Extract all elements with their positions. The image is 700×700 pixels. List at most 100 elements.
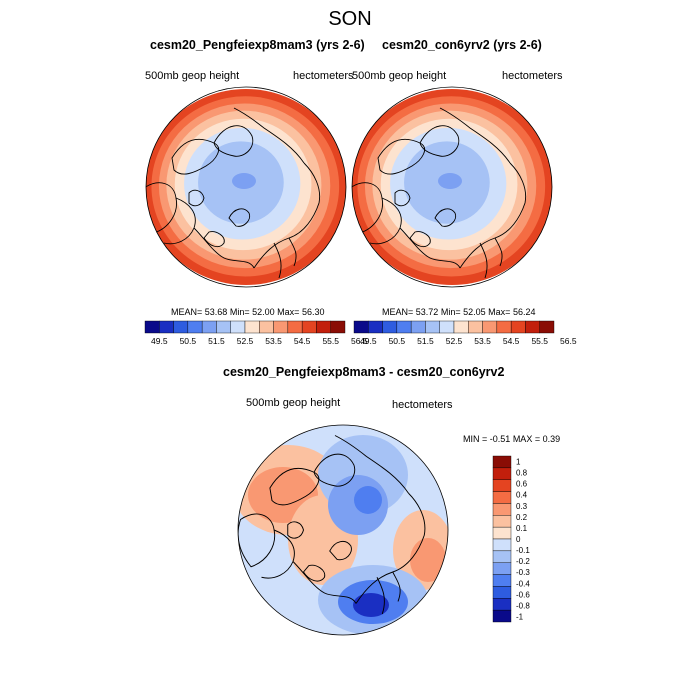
panel2-coast-4 (399, 227, 461, 269)
panel1-colorbar-tick-label: 50.5 (180, 336, 197, 346)
panel1-mean-label: MEAN= (171, 307, 203, 317)
panel1-colorbar-tick-label: 53.5 (265, 336, 282, 346)
diff-colorbar-tick-label: -0.3 (516, 568, 530, 577)
diff-colorbar-tick-label: 0.2 (516, 513, 528, 522)
panel1-min-value: 52.00 (252, 307, 275, 317)
diff-colorbar-tick-label: 0 (516, 535, 521, 544)
panel1-colorbar-cell-6 (230, 320, 246, 334)
panel2-max-value: 56.24 (512, 307, 536, 317)
panel1-coast-8 (203, 231, 225, 248)
diff-min-label: MIN = (463, 434, 488, 444)
panel2-title: cesm20_con6yrv2 (yrs 2-6) (382, 38, 542, 52)
panel1-colorbar-cell-7 (244, 320, 260, 334)
diff-colorbar-cell (492, 526, 512, 540)
diff-colorbar-cell (492, 538, 512, 552)
diff-colorbar-tick-label: 0.6 (516, 480, 528, 489)
diff-contours (238, 425, 448, 635)
diff-blob-warm-east-core (410, 538, 446, 582)
diff-coast-8 (302, 564, 326, 582)
diff-colorbar-cell (492, 550, 512, 563)
panel1-coast-7 (233, 107, 305, 164)
diff-colorbar-cell (492, 609, 512, 623)
panel2-min-label: Min= (440, 307, 461, 317)
panel1-colorbar-tick-label: 55.5 (322, 336, 339, 346)
panel2-colorbar-cell-4 (410, 320, 426, 334)
diff-coast-5 (355, 492, 426, 604)
panel2-contours (352, 89, 552, 285)
panel2-colorbar-cell-13 (539, 320, 555, 334)
panel1-colorbar-cell-10 (287, 320, 303, 334)
panel2-colorbar-tick-label: 53.5 (474, 336, 491, 346)
diff-coastlines (238, 435, 426, 615)
panel1-stats: MEAN= 53.68 Min= 52.00 Max= 56.30 (171, 307, 324, 317)
panel1-colorbar-cell-2 (173, 320, 189, 334)
diff-colorbar-tick-label: -0.8 (516, 601, 530, 610)
panel2-band-core (438, 173, 462, 189)
diff-colorbar-cell (492, 586, 512, 599)
panel2-coast-10 (394, 189, 411, 207)
diff-coast-9 (329, 540, 352, 561)
panel1-coast-6 (273, 237, 297, 279)
panel1-colorbar-cell-3 (187, 320, 203, 334)
panel1-colorbar-cell-1 (159, 320, 174, 334)
panel2-variable-label: 500mb geop height (352, 70, 447, 82)
panel1-band-core (232, 173, 256, 189)
diff-map-border (237, 424, 449, 636)
panel1-colorbar-cell-5 (216, 320, 231, 334)
panel2-colorbar-cell-5 (425, 320, 440, 334)
diff-blob-cool-south-inner (353, 593, 389, 617)
panel1-title: cesm20_Pengfeiexp8mam3 (yrs 2-6) (150, 38, 365, 52)
panel1-coastlines (146, 107, 321, 279)
panel1-coast-4 (193, 227, 255, 269)
panel2-coast-5 (459, 162, 527, 269)
diff-colorbar-tick-label: 0.3 (516, 502, 528, 511)
panel2-coast-0 (377, 138, 425, 175)
panel1-colorbar-cell-11 (301, 320, 317, 334)
panel1-colorbar-tick-label: 49.5 (151, 336, 168, 346)
panel2-coast-8 (409, 231, 431, 248)
panel2-colorbar-cell-3 (396, 320, 412, 334)
diff-colorbar-tick-label: -0.1 (516, 546, 530, 555)
panel1-units-label: hectometers (293, 70, 354, 82)
panel1-variable-label: 500mb geop height (145, 70, 240, 82)
panel2-mean-value: 53.72 (415, 307, 439, 317)
panel1-max-value: 56.30 (301, 307, 325, 317)
panel2-coastlines (352, 107, 527, 279)
panel2-colorbar-cell-9 (482, 320, 498, 334)
panel2-colorbar-cell-12 (525, 320, 540, 334)
panel2-colorbar-tick-label: 49.5 (360, 336, 377, 346)
panel2-coast-9 (434, 208, 457, 227)
panel1-colorbar-tick-label: 56.5 (351, 336, 368, 346)
panel2-colorbar-cell-0 (353, 320, 369, 334)
panel1-coast-9 (228, 208, 251, 227)
diff-colorbar-tick-label: 1 (516, 458, 521, 467)
panel1-min-label: Min= (229, 307, 250, 317)
panel2-colorbar-tick-label: 55.5 (531, 336, 548, 346)
panel1-coast-0 (171, 138, 219, 175)
diff-colorbar-tick-label: 0.1 (516, 524, 528, 533)
diff-colorbar-cell (492, 467, 512, 480)
panel1-map-border (145, 86, 347, 288)
diff-colorbar-cell (492, 562, 512, 575)
diff-coast-6 (376, 571, 401, 615)
panel2-coast-2 (352, 182, 383, 234)
diff-colorbar-cell (492, 479, 512, 492)
diff-colorbar-tick-label: 0.4 (516, 491, 528, 500)
panel1-colorbar-cell-12 (316, 320, 331, 334)
panel1-colorbar-tick-label: 52.5 (237, 336, 254, 346)
diff-title: cesm20_Pengfeiexp8mam3 - cesm20_con6yrv2 (223, 365, 505, 379)
panel1-mean-value: 53.68 (204, 307, 228, 317)
panel1-colorbar-cell-13 (330, 320, 346, 334)
panel1-coast-2 (146, 182, 177, 234)
panel1-colorbar-tick-label: 54.5 (294, 336, 311, 346)
diff-min-value: -0.51 (489, 434, 511, 444)
panel1-coast-5 (253, 162, 321, 269)
panel2-colorbar-tick-label: 56.5 (560, 336, 577, 346)
diff-colorbar-tick-label: -0.4 (516, 579, 530, 588)
panel2-coast-1 (419, 125, 460, 157)
diff-colorbar-tick-label: -0.6 (516, 590, 530, 599)
panel1-coast-10 (188, 189, 205, 207)
panel2-colorbar-cell-1 (368, 320, 383, 334)
diff-coast-4 (292, 561, 357, 604)
